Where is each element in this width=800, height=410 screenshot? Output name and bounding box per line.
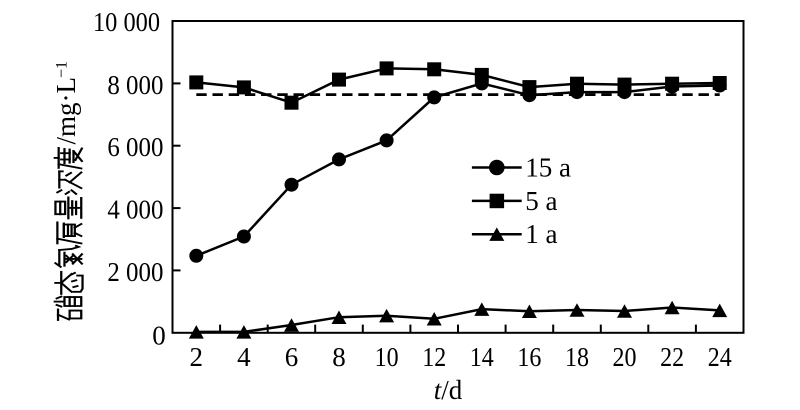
svg-text:10 000: 10 000 <box>93 7 160 37</box>
svg-text:14: 14 <box>470 342 494 372</box>
svg-text:6 000: 6 000 <box>107 132 163 162</box>
svg-text:15 a: 15 a <box>525 153 571 183</box>
svg-text:/mg·L: /mg·L <box>51 77 81 145</box>
svg-text:−1: −1 <box>54 61 71 78</box>
svg-text:4: 4 <box>237 342 251 372</box>
svg-text:10: 10 <box>375 342 399 372</box>
svg-text:2 000: 2 000 <box>107 257 163 287</box>
svg-text:0: 0 <box>152 320 166 350</box>
svg-text:5 a: 5 a <box>525 186 557 216</box>
svg-text:8: 8 <box>332 342 346 372</box>
svg-text:24: 24 <box>708 342 732 372</box>
svg-text:22: 22 <box>660 342 684 372</box>
svg-text:12: 12 <box>422 342 446 372</box>
svg-text:20: 20 <box>613 342 637 372</box>
svg-text:8 000: 8 000 <box>107 70 163 100</box>
svg-text:6: 6 <box>285 342 299 372</box>
svg-text:18: 18 <box>565 342 589 372</box>
svg-text:2: 2 <box>190 342 204 372</box>
svg-text:1 a: 1 a <box>525 219 557 249</box>
svg-text:16: 16 <box>517 342 541 372</box>
svg-text:4 000: 4 000 <box>107 195 163 225</box>
svg-text:t/d: t/d <box>434 375 463 405</box>
